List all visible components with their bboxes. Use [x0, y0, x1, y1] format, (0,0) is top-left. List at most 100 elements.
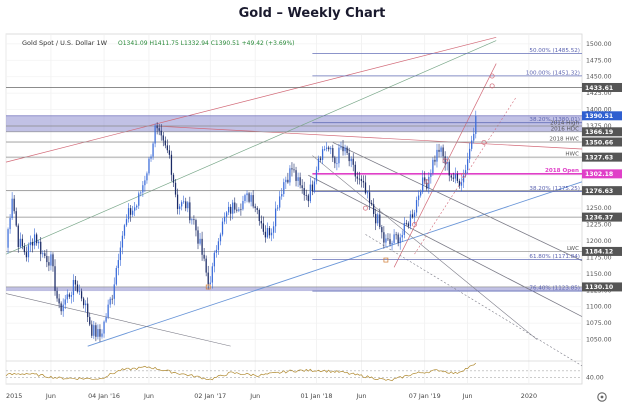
candle-body — [383, 232, 385, 243]
pitchfork-median — [312, 155, 538, 340]
candle-body — [97, 329, 99, 337]
candle-body — [146, 173, 148, 181]
level-label: 2018 Open — [545, 168, 579, 174]
candle-body — [471, 140, 473, 149]
candle-body — [142, 185, 144, 193]
candle-body — [191, 219, 193, 221]
candle-body — [7, 229, 9, 248]
candle-body — [209, 282, 211, 285]
candle-body — [127, 208, 130, 220]
candle-body — [332, 148, 334, 158]
candle-body — [76, 284, 79, 292]
candle-body — [422, 177, 424, 193]
candle-body — [293, 169, 295, 171]
candle-body — [211, 266, 213, 283]
x-tick-label: Jun — [143, 392, 154, 400]
candle-body — [95, 325, 97, 337]
level-label: 50.00% (1485.52) — [529, 48, 580, 54]
pitchfork-lower — [308, 174, 583, 317]
price-badge — [582, 127, 622, 137]
channel-upper-line — [5, 36, 497, 163]
candle-body — [258, 209, 260, 222]
candle-body — [193, 219, 195, 221]
support-zone — [6, 286, 582, 292]
x-tick-label: 2020 — [521, 392, 537, 400]
price-badge-text: 1433.61 — [585, 85, 613, 92]
pitchfork-upper — [332, 142, 583, 262]
x-tick-label: Jun — [462, 392, 473, 400]
candle-body — [113, 284, 115, 299]
candle-body — [248, 193, 250, 202]
candle-body — [89, 317, 91, 325]
pivot-marker — [481, 139, 487, 145]
candle-body — [254, 206, 256, 209]
candle-body — [444, 156, 446, 164]
x-tick-label: Jun — [249, 392, 260, 400]
candle-body — [440, 147, 442, 152]
candle-body — [68, 294, 70, 297]
price-badge-text: 1366.19 — [585, 129, 613, 136]
x-tick-label: Jun — [45, 392, 56, 400]
x-tick-label: 04 Jan '16 — [88, 392, 120, 400]
candle-body — [125, 219, 128, 226]
price-badge-text: 1184.12 — [585, 249, 613, 256]
candle-body — [178, 206, 181, 209]
candle-body — [185, 201, 187, 209]
candle-body — [301, 185, 303, 189]
candle-body — [74, 279, 77, 285]
candle-body — [183, 201, 185, 203]
candle-body — [315, 169, 318, 182]
candle-body — [87, 303, 89, 318]
candle-body — [264, 231, 267, 238]
candle-body — [189, 202, 191, 221]
candle-body — [330, 148, 332, 150]
candle-body — [134, 207, 136, 211]
candle-body — [64, 299, 66, 305]
level-label: 38.20% (1380.01) — [529, 117, 580, 123]
candle-body — [366, 192, 369, 194]
candle-body — [107, 304, 109, 318]
candle-body — [326, 147, 328, 150]
pivot-marker — [461, 172, 466, 178]
candle-body — [281, 194, 283, 197]
candle-body — [442, 147, 444, 157]
candle-body — [33, 234, 36, 246]
price-badge-text: 1130.10 — [585, 284, 614, 291]
candle-body — [458, 180, 461, 186]
candle-body — [144, 180, 146, 186]
price-badge — [582, 169, 622, 179]
x-axis: 2015 Jun 04 Jan '16 Jun 02 Jan '17 Jun 01 Jan … — [6, 392, 537, 400]
candle-body — [29, 242, 32, 246]
candle-body — [31, 242, 34, 246]
candle-body — [152, 143, 154, 157]
candle-body — [360, 178, 363, 181]
candle-body — [340, 146, 342, 148]
rsi-line — [5, 362, 477, 382]
candle-body — [266, 228, 269, 238]
candle-body — [60, 303, 62, 312]
x-tick-label: 02 Jan '17 — [194, 392, 226, 400]
candle-body — [415, 200, 418, 213]
candle-body — [154, 125, 156, 144]
candle-body — [342, 146, 344, 152]
x-tick-label: Jun — [355, 392, 366, 400]
settings-icon[interactable] — [597, 392, 607, 402]
candle-body — [223, 216, 226, 222]
candle-body — [348, 152, 350, 162]
y-tick-label: 1150.00 — [586, 271, 612, 278]
candle-body — [262, 223, 264, 232]
candle-body — [38, 241, 40, 244]
candle-body — [305, 195, 307, 196]
candle-body — [268, 228, 271, 236]
level-label: 2018 HWC — [549, 136, 579, 142]
candle-body — [319, 158, 322, 160]
pivot-marker — [442, 158, 448, 164]
candle-body — [272, 226, 275, 233]
candle-body — [176, 194, 179, 209]
price-badge — [582, 186, 622, 196]
y-tick-label: 1100.00 — [586, 304, 612, 311]
candle-body — [166, 145, 168, 151]
candle-body — [344, 147, 346, 152]
candle-body — [203, 254, 205, 259]
